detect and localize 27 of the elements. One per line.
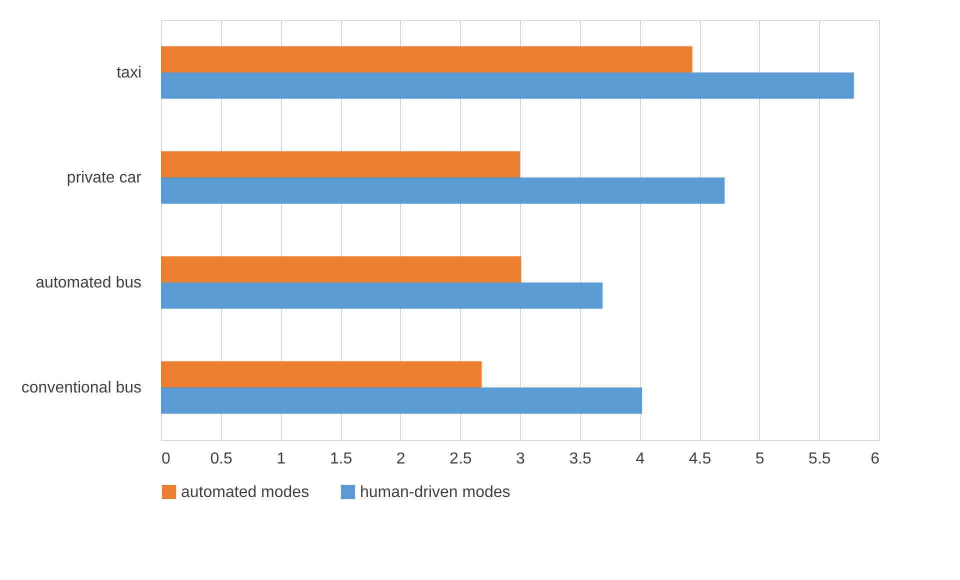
bar (161, 388, 642, 414)
x-tick-label: 3.5 (569, 450, 592, 468)
x-tick-label: 1.5 (330, 450, 352, 468)
y-tick-label: taxi (116, 64, 142, 82)
x-tick-label: 3 (516, 450, 526, 468)
bar (161, 46, 692, 72)
bar (161, 282, 603, 309)
x-tick-label: 2 (396, 450, 406, 468)
x-tick-label: 2.5 (450, 450, 472, 468)
x-tick-label: 0 (162, 450, 170, 468)
bar (161, 178, 725, 204)
x-tick-label: 5.5 (808, 450, 831, 468)
x-tick-label: 6 (870, 450, 880, 468)
x-tick-label: 1 (276, 450, 286, 468)
x-tick-label: 4.5 (688, 450, 712, 468)
x-tick-label: 0.5 (210, 450, 233, 468)
y-tick-label: automated bus (36, 274, 142, 292)
bar (161, 361, 482, 388)
x-tick-label: 5 (755, 450, 764, 468)
legend-label: human-driven modes (360, 484, 510, 501)
y-tick-label: private car (66, 170, 142, 186)
bar (161, 151, 520, 178)
x-tick-label: 4 (636, 450, 645, 468)
y-tick-label: conventional bus (21, 380, 142, 396)
legend-label: automated modes (181, 484, 310, 501)
bar (161, 256, 522, 282)
bar (161, 72, 854, 99)
